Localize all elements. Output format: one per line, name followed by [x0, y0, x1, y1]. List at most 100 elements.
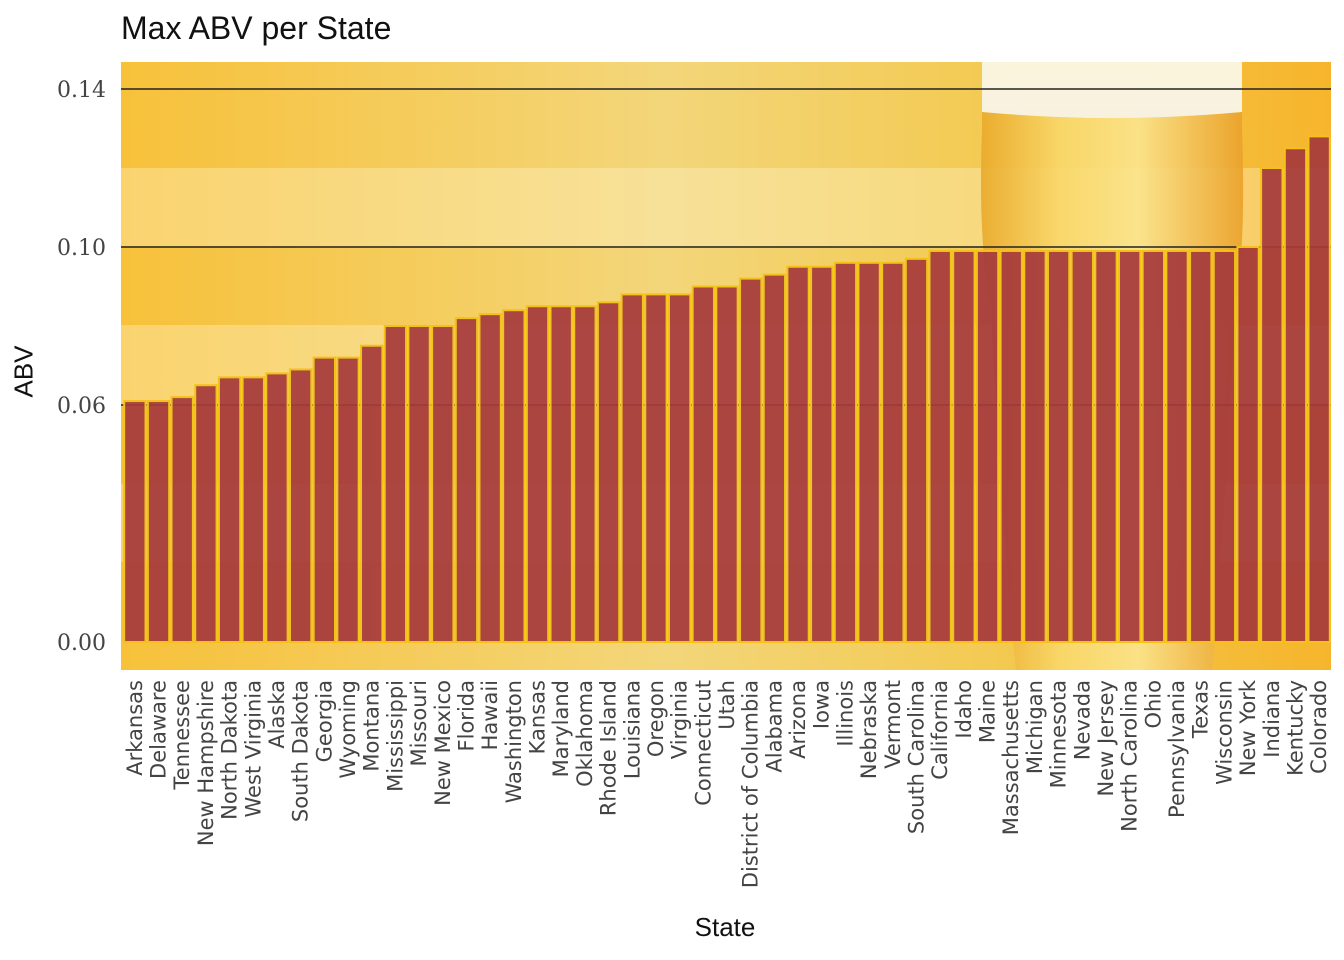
bar — [1165, 249, 1189, 643]
y-tick-label: 0.00 — [57, 631, 106, 656]
x-tick-label: Oregon — [644, 680, 668, 757]
x-tick-label: New Jersey — [1094, 680, 1118, 797]
x-tick-label: Montana — [360, 680, 384, 772]
bar — [1094, 249, 1118, 643]
bar — [525, 305, 550, 643]
x-tick-label: New Mexico — [431, 680, 455, 806]
bar — [123, 400, 147, 643]
bar — [1212, 249, 1237, 643]
bar — [170, 396, 194, 643]
bar — [715, 285, 739, 643]
x-tick-label: Delaware — [147, 680, 171, 779]
x-tick-label: Ohio — [1141, 680, 1165, 729]
bar — [1189, 249, 1213, 643]
x-tick-label: New Hampshire — [194, 680, 218, 846]
bar — [383, 325, 408, 643]
x-tick-label: Virginia — [668, 680, 692, 759]
x-tick-label: Kansas — [526, 680, 550, 754]
bar — [288, 368, 313, 643]
x-tick-label: Hawaii — [478, 680, 502, 750]
bar — [620, 293, 644, 643]
bar — [336, 356, 360, 643]
x-tick-label: Iowa — [810, 680, 834, 729]
x-tick-label: Arkansas — [123, 680, 147, 776]
x-tick-label: Idaho — [952, 680, 976, 739]
x-tick-label: Indiana — [1260, 680, 1284, 758]
y-tick-labels: 0.00 0.06 0.10 0.14 — [57, 78, 106, 656]
bar — [999, 249, 1023, 643]
bar — [312, 356, 336, 643]
bar — [573, 305, 597, 643]
bar — [762, 273, 787, 643]
beer-foam-image — [982, 62, 1242, 118]
x-tick-label: West Virginia — [241, 680, 265, 817]
bar — [975, 249, 1000, 643]
bar — [739, 277, 763, 643]
x-tick-label: Arizona — [786, 680, 810, 759]
x-tick-label: Maine — [976, 680, 1000, 743]
bar — [1260, 167, 1284, 643]
bar — [478, 313, 502, 643]
bars — [123, 135, 1331, 643]
x-tick-label: Colorado — [1307, 680, 1331, 774]
x-tick-label: Washington — [502, 680, 526, 803]
x-tick-label: Alaska — [265, 680, 289, 749]
bar — [833, 261, 858, 643]
bar — [407, 325, 431, 643]
bar — [1070, 249, 1094, 643]
x-tick-label: Utah — [715, 680, 739, 730]
x-tick-label: Vermont — [881, 680, 905, 769]
y-tick-label: 0.10 — [57, 236, 106, 261]
x-tick-label: Georgia — [312, 680, 336, 762]
x-tick-label: South Dakota — [289, 680, 313, 822]
x-tick-label: Florida — [454, 680, 478, 751]
x-tick-label: California — [928, 680, 952, 780]
bar — [1307, 135, 1331, 643]
bar — [691, 285, 715, 643]
x-tick-label: Oklahoma — [573, 680, 597, 787]
bar — [265, 372, 289, 643]
x-tick-label: Nebraska — [857, 680, 881, 779]
x-tick-label: Pennsylvania — [1165, 680, 1189, 818]
x-tick-label: Connecticut — [691, 680, 715, 806]
bar — [454, 317, 479, 643]
x-tick-label: Texas — [1189, 680, 1213, 739]
x-tick-label: Rhode Island — [597, 680, 621, 816]
x-tick-label: Mississippi — [383, 680, 407, 792]
x-tick-label: Illinois — [833, 680, 857, 747]
bar — [857, 261, 881, 643]
x-tick-label: Alabama — [762, 680, 786, 773]
x-tick-label: Michigan — [1023, 680, 1047, 774]
bar — [1236, 246, 1260, 643]
bar — [904, 257, 929, 643]
x-tick-label: Tennessee — [170, 680, 194, 790]
bar — [596, 301, 621, 643]
bar — [217, 376, 242, 643]
x-tick-label: Wisconsin — [1212, 680, 1236, 785]
bar — [1283, 147, 1308, 643]
chart-title: Max ABV per State — [121, 10, 392, 46]
x-tick-label: Minnesota — [1047, 680, 1071, 788]
y-tick-label: 0.06 — [57, 394, 106, 419]
x-axis-label: State — [694, 912, 756, 942]
bar — [1023, 249, 1047, 643]
bar — [928, 249, 952, 643]
bar — [431, 325, 455, 643]
bar — [667, 293, 692, 643]
bar — [952, 249, 976, 643]
bar — [644, 293, 668, 643]
bar — [194, 384, 218, 643]
x-tick-label: Maryland — [549, 680, 573, 777]
x-tick-label: Louisiana — [620, 680, 644, 779]
bar — [241, 376, 265, 643]
bar — [810, 265, 834, 643]
bar — [146, 400, 171, 643]
x-tick-label: New York — [1236, 679, 1260, 776]
x-tick-label: North Dakota — [218, 680, 242, 820]
x-tick-label: North Carolina — [1118, 680, 1142, 832]
bar — [549, 305, 573, 643]
x-tick-labels: Arkansas Delaware Tennessee New Hampshire No… — [123, 679, 1331, 888]
x-tick-label: Wyoming — [336, 680, 360, 779]
x-tick-label: District of Columbia — [739, 680, 763, 888]
